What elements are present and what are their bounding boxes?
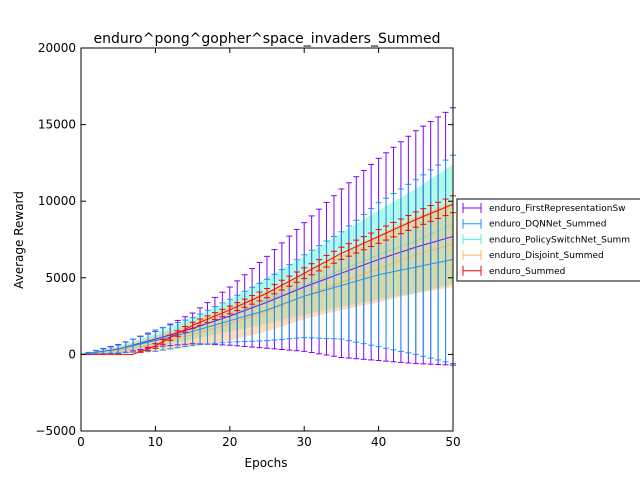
- y-tick-label: 20000: [38, 41, 76, 55]
- y-tick-label: 5000: [45, 271, 76, 285]
- legend-entry: enduro_Disjoint_Summed: [462, 250, 604, 261]
- x-tick-label: 10: [148, 435, 163, 449]
- y-tick-label: 15000: [38, 118, 76, 132]
- y-tick-label: 0: [68, 347, 76, 361]
- chart-title: enduro^pong^gopher^space_invaders_Summed: [93, 31, 440, 47]
- x-tick-label: 0: [77, 435, 85, 449]
- legend-entry: enduro_PolicySwitchNet_Summ: [462, 234, 630, 245]
- x-tick-label: 20: [222, 435, 237, 449]
- legend-label: enduro_FirstRepresentationSw: [489, 204, 626, 214]
- x-axis-label: Epochs: [245, 456, 288, 470]
- x-tick-label: 30: [297, 435, 312, 449]
- series-line: [80, 258, 454, 355]
- legend-entry: enduro_FirstRepresentationSw: [462, 203, 626, 214]
- legend-entry: enduro_Summed: [462, 265, 565, 277]
- plot-data: [80, 107, 456, 366]
- y-tick-label: 10000: [38, 194, 76, 208]
- legend-label: enduro_DQNNet_Summed: [489, 220, 606, 230]
- legend-entry: enduro_DQNNet_Summed: [462, 218, 606, 230]
- x-tick-label: 50: [445, 435, 460, 449]
- plot-area-frame: [80, 47, 454, 432]
- legend-label: enduro_Summed: [489, 267, 565, 277]
- x-tick-label: 40: [371, 435, 386, 449]
- series-line: [81, 203, 454, 355]
- y-tick-label: −5000: [35, 424, 76, 438]
- y-axis-label: Average Reward: [12, 191, 26, 289]
- legend: enduro_FirstRepresentationSw enduro_DQNNe…: [456, 198, 640, 282]
- legend-label: enduro_Disjoint_Summed: [489, 251, 604, 261]
- legend-label: enduro_PolicySwitchNet_Summ: [489, 235, 630, 245]
- legend-box: [456, 198, 640, 282]
